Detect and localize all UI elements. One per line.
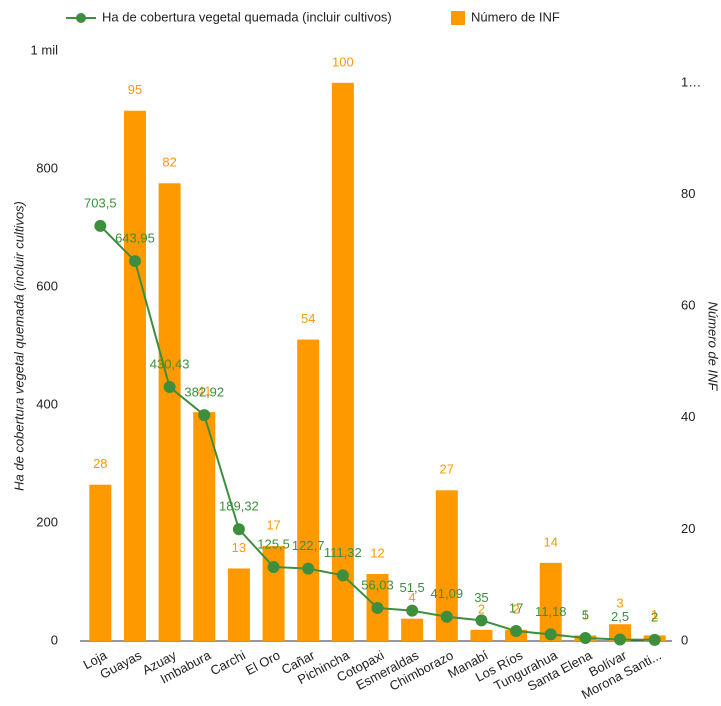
point-label: 430,43 (150, 356, 190, 371)
bar (331, 82, 354, 641)
y-tick-label: 1 mil (31, 42, 59, 57)
point-label: 122,7 (292, 538, 325, 553)
bar-label: 12 (370, 545, 384, 560)
bar-label: 54 (301, 311, 315, 326)
bar (123, 110, 146, 641)
point-label: 382,92 (184, 385, 224, 400)
point-label: 5 (582, 607, 589, 622)
y-tick-label: 800 (36, 160, 58, 175)
y2-tick-label: 40 (681, 409, 695, 424)
bar-label: 2 (478, 601, 485, 616)
bar (193, 412, 216, 641)
bar-label: 27 (440, 462, 454, 477)
point (371, 601, 384, 614)
bar-label: 95 (128, 82, 142, 97)
y-tick-label: 600 (36, 278, 58, 293)
point (475, 614, 488, 627)
bar-label: 41 (197, 384, 211, 399)
legend-label: Número de INF (471, 9, 560, 24)
y-axis-title: Ha de cobertura vegetal quemada (incluir… (11, 201, 26, 491)
point (336, 569, 349, 582)
bar (227, 568, 250, 641)
point-label: 17 (509, 600, 523, 615)
y2-tick-label: 80 (681, 186, 695, 201)
y2-tick-label: 0 (681, 632, 688, 647)
y-tick-label: 200 (36, 514, 58, 529)
bar (435, 490, 458, 641)
point (198, 409, 211, 422)
point (648, 633, 661, 646)
point-label: 35 (474, 590, 488, 605)
bar-label: 82 (162, 155, 176, 170)
point (267, 560, 280, 573)
point-label: 111,32 (324, 545, 362, 560)
point (440, 610, 453, 623)
point-label: 189,32 (219, 499, 259, 514)
bar (401, 618, 424, 641)
bar-label: 3 (616, 596, 623, 611)
point (406, 604, 419, 617)
legend-marker (76, 13, 86, 23)
bar-label: 100 (332, 54, 354, 69)
point (579, 632, 592, 645)
bar (89, 484, 112, 641)
point-label: 2,5 (611, 609, 629, 624)
bar (297, 339, 320, 641)
bar (158, 183, 181, 642)
point-label: 51,5 (399, 580, 424, 595)
bar-label: 28 (93, 456, 107, 471)
point (163, 381, 176, 394)
bar-label: 2 (512, 601, 519, 616)
x-tick-label: Carchi (208, 647, 248, 678)
y2-tick-label: 60 (681, 298, 695, 313)
y2-tick-label: 1… (681, 74, 701, 89)
point-label: 41,09 (431, 586, 464, 601)
point-label: 56,03 (361, 577, 394, 592)
bar (262, 546, 285, 641)
bar (609, 624, 632, 641)
x-tick-label: El Oro (243, 647, 283, 678)
y2-axis-title: Número de INF (706, 302, 721, 392)
point (128, 255, 141, 268)
point-label: 11,18 (535, 604, 567, 619)
y-tick-label: 400 (36, 396, 58, 411)
bar-label: 17 (266, 518, 280, 533)
point (614, 633, 627, 646)
point (232, 523, 245, 536)
legend-swatch (451, 11, 465, 25)
point-label: 125,5 (257, 536, 290, 551)
y-tick-label: 0 (51, 632, 58, 647)
bar-label: 4 (409, 590, 416, 605)
bar-label: 1 (582, 607, 589, 622)
bar-label: 14 (544, 534, 558, 549)
point (302, 562, 315, 575)
legend-label: Ha de cobertura vegetal quemada (incluir… (102, 9, 392, 24)
point (510, 624, 523, 637)
bar (539, 562, 562, 641)
point-label: 643,95 (115, 231, 155, 246)
point (544, 628, 557, 641)
bar (470, 629, 493, 641)
bar-label: 13 (232, 540, 246, 555)
point (94, 219, 107, 232)
bar-label: 1 (651, 607, 658, 622)
y2-tick-label: 20 (681, 521, 695, 536)
point-label: 703,5 (84, 195, 117, 210)
point-label: 2 (651, 609, 658, 624)
